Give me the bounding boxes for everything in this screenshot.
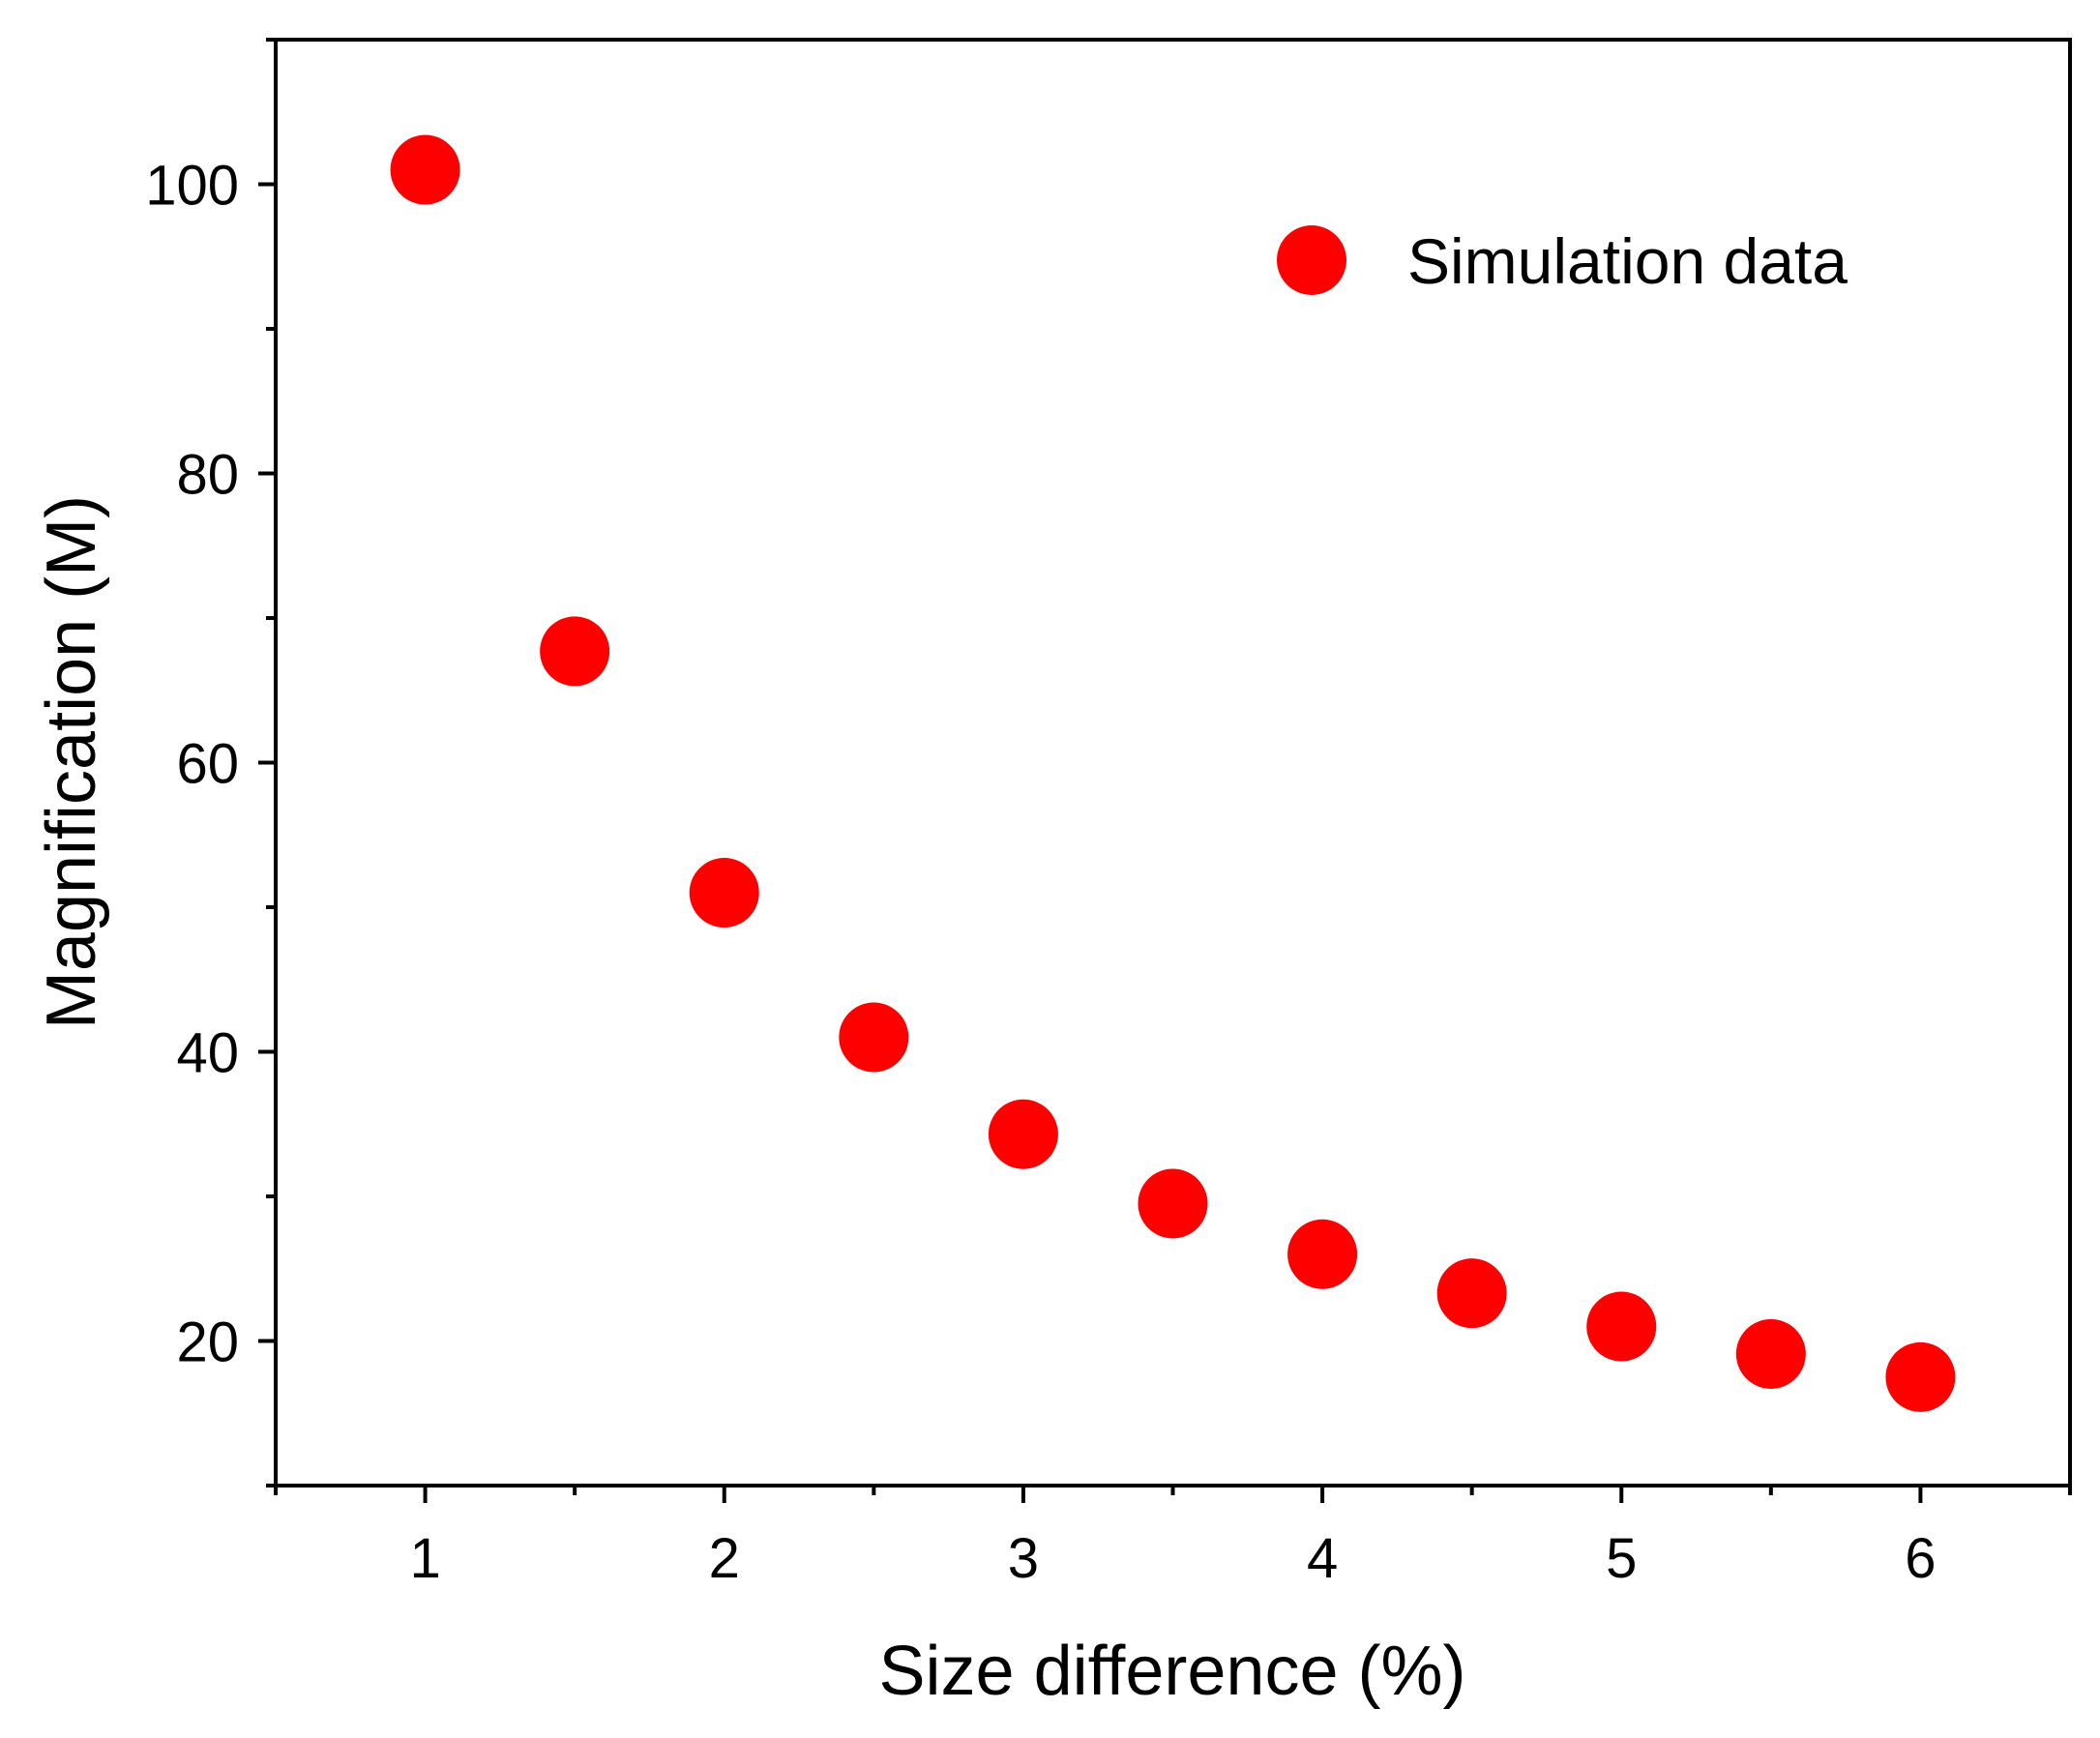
data-point [839, 1002, 909, 1073]
legend: Simulation data [1277, 225, 1848, 297]
x-tick-label: 6 [1905, 1527, 1936, 1590]
legend-label: Simulation data [1407, 225, 1848, 297]
legend-marker [1277, 225, 1346, 295]
data-point [988, 1099, 1058, 1169]
x-tick-label: 5 [1606, 1527, 1637, 1590]
x-tick-label: 2 [709, 1527, 740, 1590]
data-point [1586, 1291, 1657, 1362]
y-axis-title: Magnification (M) [33, 495, 110, 1029]
y-axis-ticks: 20 40 60 80 100 [145, 38, 276, 1488]
data-point [1436, 1258, 1507, 1329]
x-tick-label: 3 [1008, 1527, 1039, 1590]
y-tick-label: 100 [145, 155, 239, 218]
x-tick-label: 1 [409, 1527, 440, 1590]
x-axis-title: Size difference (%) [879, 1633, 1466, 1710]
data-point [390, 134, 460, 205]
x-tick-label: 4 [1307, 1527, 1338, 1590]
data-point [1735, 1318, 1806, 1389]
x-axis-ticks: 1 2 3 4 5 6 [274, 1486, 2072, 1590]
y-tick-label: 60 [176, 733, 239, 796]
data-point [540, 616, 610, 687]
data-point [1138, 1168, 1208, 1239]
y-tick-label: 40 [176, 1022, 239, 1085]
data-points [390, 134, 1956, 1412]
data-point [1885, 1341, 1956, 1412]
y-tick-label: 80 [176, 444, 239, 507]
y-tick-label: 20 [176, 1311, 239, 1374]
data-point [689, 858, 759, 928]
data-point [1287, 1219, 1358, 1289]
